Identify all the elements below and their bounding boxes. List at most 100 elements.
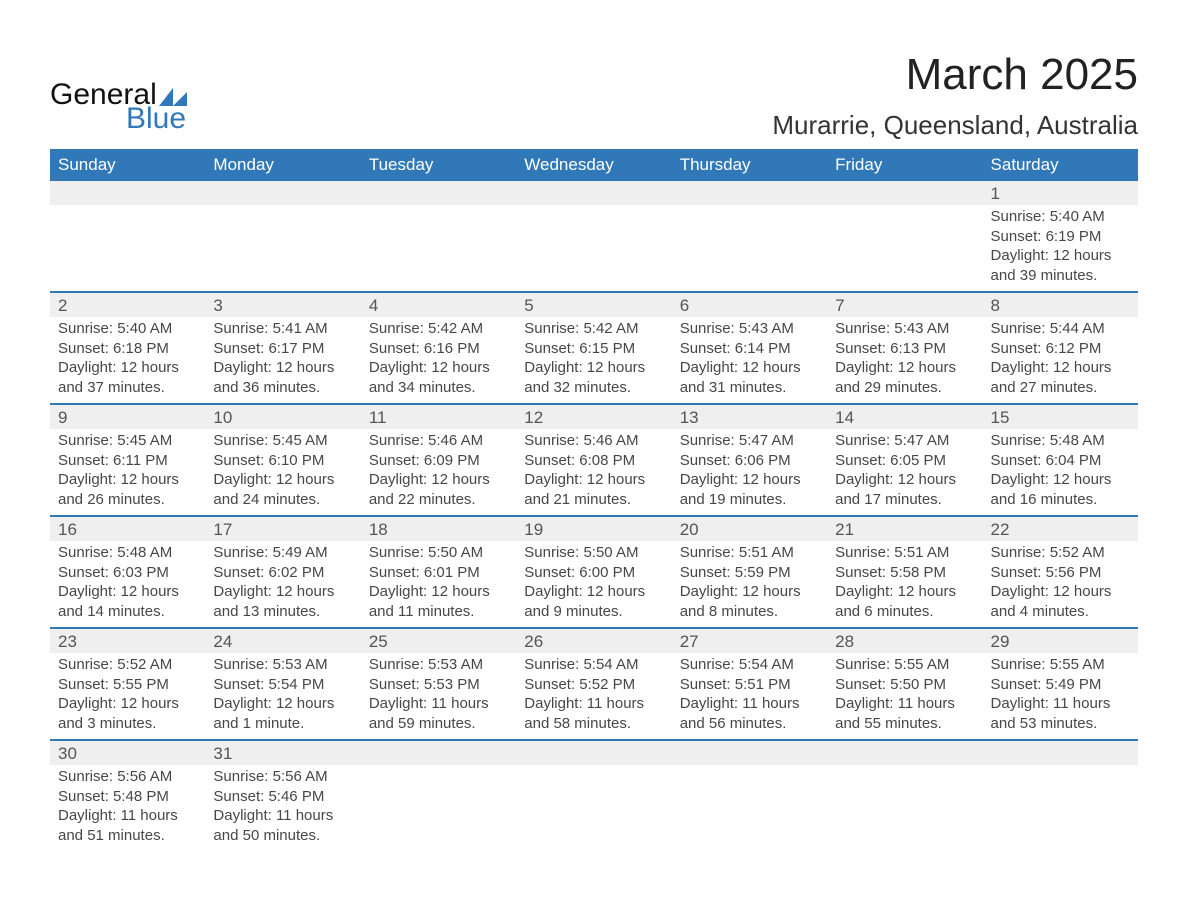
day-number: 19 bbox=[516, 516, 671, 541]
day-details bbox=[361, 205, 516, 292]
col-saturday: Saturday bbox=[983, 149, 1138, 181]
day-number: 13 bbox=[672, 404, 827, 429]
day-details bbox=[827, 765, 982, 851]
sunrise-line: Sunrise: 5:51 AM bbox=[680, 543, 819, 563]
daynum-row: 16171819202122 bbox=[50, 516, 1138, 541]
day-details: Sunrise: 5:46 AMSunset: 6:08 PMDaylight:… bbox=[516, 429, 671, 516]
sunrise-line: Sunrise: 5:55 AM bbox=[991, 655, 1130, 675]
sunrise-line: Sunrise: 5:48 AM bbox=[58, 543, 197, 563]
detail-row: Sunrise: 5:48 AMSunset: 6:03 PMDaylight:… bbox=[50, 541, 1138, 628]
detail-row: Sunrise: 5:52 AMSunset: 5:55 PMDaylight:… bbox=[50, 653, 1138, 740]
day-details: Sunrise: 5:56 AMSunset: 5:46 PMDaylight:… bbox=[205, 765, 360, 851]
sunset-line: Sunset: 6:11 PM bbox=[58, 451, 197, 471]
daylight-line: Daylight: 11 hours and 55 minutes. bbox=[835, 694, 974, 733]
sunset-line: Sunset: 5:52 PM bbox=[524, 675, 663, 695]
sunrise-line: Sunrise: 5:51 AM bbox=[835, 543, 974, 563]
day-number: 24 bbox=[205, 628, 360, 653]
sunrise-line: Sunrise: 5:53 AM bbox=[213, 655, 352, 675]
daylight-line: Daylight: 12 hours and 22 minutes. bbox=[369, 470, 508, 509]
day-number: 21 bbox=[827, 516, 982, 541]
daylight-line: Daylight: 11 hours and 53 minutes. bbox=[991, 694, 1130, 733]
col-thursday: Thursday bbox=[672, 149, 827, 181]
sunset-line: Sunset: 6:18 PM bbox=[58, 339, 197, 359]
detail-row: Sunrise: 5:40 AMSunset: 6:19 PMDaylight:… bbox=[50, 205, 1138, 292]
day-number: 8 bbox=[983, 292, 1138, 317]
sunrise-line: Sunrise: 5:40 AM bbox=[58, 319, 197, 339]
sunrise-line: Sunrise: 5:44 AM bbox=[991, 319, 1130, 339]
day-details: Sunrise: 5:44 AMSunset: 6:12 PMDaylight:… bbox=[983, 317, 1138, 404]
sunset-line: Sunset: 5:53 PM bbox=[369, 675, 508, 695]
day-details bbox=[516, 765, 671, 851]
day-details: Sunrise: 5:52 AMSunset: 5:55 PMDaylight:… bbox=[50, 653, 205, 740]
daylight-line: Daylight: 11 hours and 59 minutes. bbox=[369, 694, 508, 733]
daylight-line: Daylight: 12 hours and 31 minutes. bbox=[680, 358, 819, 397]
day-details: Sunrise: 5:52 AMSunset: 5:56 PMDaylight:… bbox=[983, 541, 1138, 628]
day-number bbox=[983, 740, 1138, 765]
daylight-line: Daylight: 12 hours and 4 minutes. bbox=[991, 582, 1130, 621]
daynum-row: 3031 bbox=[50, 740, 1138, 765]
sunset-line: Sunset: 6:02 PM bbox=[213, 563, 352, 583]
day-details: Sunrise: 5:51 AMSunset: 5:59 PMDaylight:… bbox=[672, 541, 827, 628]
daylight-line: Daylight: 12 hours and 6 minutes. bbox=[835, 582, 974, 621]
day-number: 5 bbox=[516, 292, 671, 317]
sunset-line: Sunset: 6:08 PM bbox=[524, 451, 663, 471]
sunset-line: Sunset: 6:16 PM bbox=[369, 339, 508, 359]
day-number: 4 bbox=[361, 292, 516, 317]
day-number: 12 bbox=[516, 404, 671, 429]
day-number bbox=[516, 740, 671, 765]
day-number: 6 bbox=[672, 292, 827, 317]
day-details: Sunrise: 5:40 AMSunset: 6:18 PMDaylight:… bbox=[50, 317, 205, 404]
day-details: Sunrise: 5:43 AMSunset: 6:14 PMDaylight:… bbox=[672, 317, 827, 404]
daylight-line: Daylight: 11 hours and 58 minutes. bbox=[524, 694, 663, 733]
day-details: Sunrise: 5:45 AMSunset: 6:11 PMDaylight:… bbox=[50, 429, 205, 516]
day-details: Sunrise: 5:53 AMSunset: 5:54 PMDaylight:… bbox=[205, 653, 360, 740]
sunset-line: Sunset: 6:05 PM bbox=[835, 451, 974, 471]
daylight-line: Daylight: 12 hours and 1 minute. bbox=[213, 694, 352, 733]
day-number: 15 bbox=[983, 404, 1138, 429]
day-number: 10 bbox=[205, 404, 360, 429]
day-details bbox=[361, 765, 516, 851]
day-details: Sunrise: 5:50 AMSunset: 6:01 PMDaylight:… bbox=[361, 541, 516, 628]
sunrise-line: Sunrise: 5:46 AM bbox=[524, 431, 663, 451]
daynum-row: 23242526272829 bbox=[50, 628, 1138, 653]
day-number bbox=[672, 181, 827, 205]
sunrise-line: Sunrise: 5:47 AM bbox=[835, 431, 974, 451]
day-number: 20 bbox=[672, 516, 827, 541]
day-details: Sunrise: 5:48 AMSunset: 6:04 PMDaylight:… bbox=[983, 429, 1138, 516]
sunrise-line: Sunrise: 5:45 AM bbox=[213, 431, 352, 451]
sunset-line: Sunset: 6:09 PM bbox=[369, 451, 508, 471]
day-details: Sunrise: 5:51 AMSunset: 5:58 PMDaylight:… bbox=[827, 541, 982, 628]
sunset-line: Sunset: 5:55 PM bbox=[58, 675, 197, 695]
sunset-line: Sunset: 6:12 PM bbox=[991, 339, 1130, 359]
day-details: Sunrise: 5:56 AMSunset: 5:48 PMDaylight:… bbox=[50, 765, 205, 851]
day-details bbox=[50, 205, 205, 292]
weekday-header-row: Sunday Monday Tuesday Wednesday Thursday… bbox=[50, 149, 1138, 181]
sunrise-line: Sunrise: 5:40 AM bbox=[991, 207, 1130, 227]
day-details bbox=[672, 205, 827, 292]
sunset-line: Sunset: 6:14 PM bbox=[680, 339, 819, 359]
daynum-row: 9101112131415 bbox=[50, 404, 1138, 429]
day-details: Sunrise: 5:43 AMSunset: 6:13 PMDaylight:… bbox=[827, 317, 982, 404]
detail-row: Sunrise: 5:40 AMSunset: 6:18 PM Daylight:… bbox=[50, 317, 1138, 404]
daylight-line: Daylight: 12 hours and 21 minutes. bbox=[524, 470, 663, 509]
daylight-line: Daylight: 11 hours and 56 minutes. bbox=[680, 694, 819, 733]
sunset-line: Sunset: 6:03 PM bbox=[58, 563, 197, 583]
sunset-line: Sunset: 5:54 PM bbox=[213, 675, 352, 695]
daylight-line: Daylight: 12 hours and 16 minutes. bbox=[991, 470, 1130, 509]
daylight-line: Daylight: 11 hours and 50 minutes. bbox=[213, 806, 352, 845]
day-number: 3 bbox=[205, 292, 360, 317]
sunset-line: Sunset: 5:59 PM bbox=[680, 563, 819, 583]
day-number: 17 bbox=[205, 516, 360, 541]
day-details: Sunrise: 5:50 AMSunset: 6:00 PMDaylight:… bbox=[516, 541, 671, 628]
daylight-line: Daylight: 12 hours and 19 minutes. bbox=[680, 470, 819, 509]
sunset-line: Sunset: 6:15 PM bbox=[524, 339, 663, 359]
day-details: Sunrise: 5:42 AMSunset: 6:16 PMDaylight:… bbox=[361, 317, 516, 404]
daylight-line: Daylight: 12 hours and 14 minutes. bbox=[58, 582, 197, 621]
sunset-line: Sunset: 6:06 PM bbox=[680, 451, 819, 471]
header: General Blue March 2025 Murarrie, Queens… bbox=[50, 50, 1138, 141]
sunrise-line: Sunrise: 5:54 AM bbox=[524, 655, 663, 675]
daynum-row: 2345678 bbox=[50, 292, 1138, 317]
day-number: 11 bbox=[361, 404, 516, 429]
daylight-line: Daylight: 12 hours and 3 minutes. bbox=[58, 694, 197, 733]
col-monday: Monday bbox=[205, 149, 360, 181]
